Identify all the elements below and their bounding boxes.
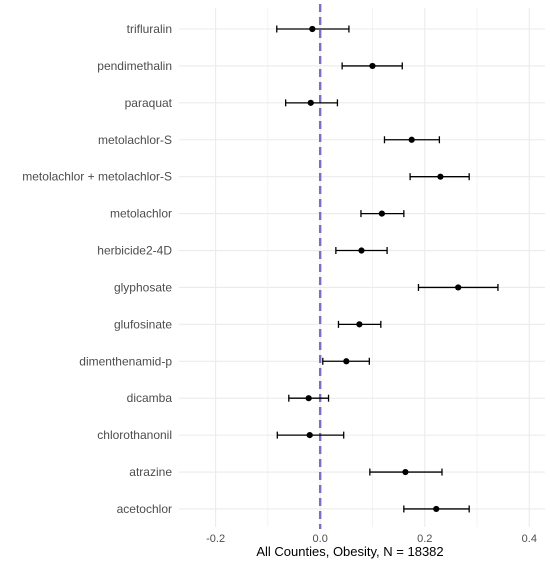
y-tick-label: metolachlor-S [98, 133, 172, 147]
grid-layer [179, 8, 545, 527]
x-tick-label: 0.4 [522, 533, 537, 545]
point-estimate [433, 505, 440, 513]
point-estimate [309, 25, 316, 33]
x-axis-label: All Counties, Obesity, N = 18382 [256, 544, 443, 559]
y-tick-label: chlorothanonil [97, 428, 172, 442]
point-estimate [356, 321, 363, 328]
y-tick-label: glufosinate [114, 317, 172, 331]
y-tick-label: dimenthenamid-p [79, 354, 172, 368]
point-estimate [306, 432, 313, 439]
point-estimate [455, 284, 462, 291]
point-estimate [307, 99, 314, 106]
point-estimate [402, 468, 409, 476]
point-estimate [408, 136, 415, 143]
point-estimate [305, 395, 312, 402]
y-tick-label: herbicide2-4D [97, 244, 172, 258]
data-layer [276, 25, 499, 513]
point-estimate [358, 247, 365, 254]
y-tick-label: dicamba [127, 391, 173, 405]
x-tick-label: 0.2 [417, 533, 432, 545]
point-estimate [378, 210, 385, 217]
point-estimate [369, 62, 376, 70]
y-tick-label: metolachlor + metolachlor-S [22, 170, 172, 184]
point-estimate [343, 358, 350, 365]
y-tick-labels: trifluralin pendimethalin paraquat metolach… [22, 22, 172, 516]
point-estimate [437, 173, 444, 180]
y-tick-label: pendimethalin [97, 59, 172, 73]
x-tick-label: -0.2 [206, 533, 225, 545]
x-tick-labels: -0.2 0.0 0.2 0.4 [206, 533, 537, 545]
y-tick-label: trifluralin [127, 22, 172, 36]
y-tick-label: glyphosate [114, 280, 172, 294]
y-tick-label: atrazine [129, 465, 172, 479]
y-tick-label: metolachlor [110, 207, 172, 221]
y-tick-label: paraquat [125, 96, 173, 110]
y-tick-label: acetochlor [117, 502, 172, 516]
x-tick-label: 0.0 [313, 533, 328, 545]
